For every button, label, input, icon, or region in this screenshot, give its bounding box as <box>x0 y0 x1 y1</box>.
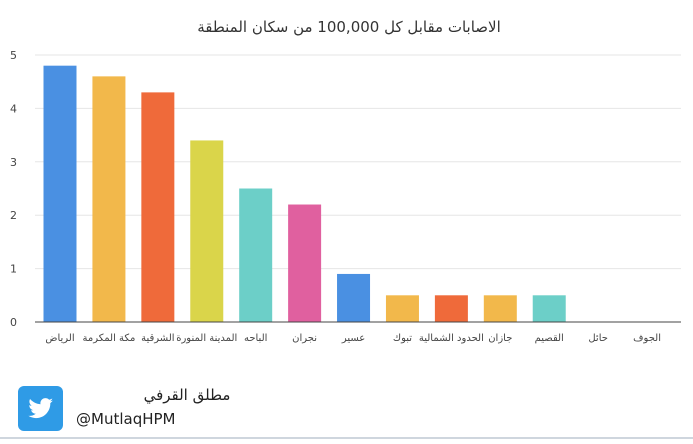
bar-7 <box>385 295 419 322</box>
x-category-label: الرياض <box>45 333 74 344</box>
bar-3 <box>190 140 224 322</box>
bar-8 <box>434 295 468 322</box>
y-tick-label: 3 <box>10 156 17 169</box>
bar-4 <box>239 188 273 322</box>
x-category-label: مكة المكرمة <box>83 333 136 344</box>
grid-lines <box>35 54 681 270</box>
x-axis-labels: الرياض مكة المكرمة الشرقية المدينة المنورة ا… <box>45 333 661 344</box>
y-tick-label: 4 <box>10 102 17 115</box>
author-handle: @MutlaqHPM <box>76 410 176 428</box>
x-category-label: جازان <box>488 333 512 344</box>
bar-9 <box>483 295 517 322</box>
x-category-label: الحدود الشمالية <box>419 333 484 344</box>
x-category-label: الشرقية <box>141 333 174 344</box>
y-tick-label: 1 <box>10 263 17 276</box>
x-category-label: حائل <box>588 333 608 344</box>
twitter-bird-icon <box>28 398 53 419</box>
bar-10 <box>532 295 566 322</box>
y-axis-ticks: 0 1 2 3 4 5 <box>10 49 17 329</box>
chart-title: الاصابات مقابل كل 100,000 من سكان المنطق… <box>197 18 501 36</box>
x-category-label: الجوف <box>633 333 661 344</box>
x-category-label: القصيم <box>535 333 564 344</box>
x-category-label: عسير <box>341 333 365 344</box>
x-category-label: الباحه <box>244 333 267 344</box>
bars <box>43 65 566 323</box>
bar-5 <box>288 204 322 322</box>
twitter-badge <box>18 386 63 431</box>
x-category-label: نجران <box>292 333 317 344</box>
author-name: مطلق القرفي <box>143 386 231 404</box>
y-tick-label: 5 <box>10 49 17 62</box>
y-tick-label: 2 <box>10 209 17 222</box>
footer-divider <box>0 437 693 439</box>
bar-2 <box>141 92 175 322</box>
y-tick-label: 0 <box>10 316 17 329</box>
bar-6 <box>337 273 371 322</box>
bar-0 <box>43 65 77 323</box>
bar-1 <box>92 76 126 322</box>
x-category-label: تبوك <box>393 333 412 344</box>
x-category-label: المدينة المنورة <box>176 333 237 344</box>
